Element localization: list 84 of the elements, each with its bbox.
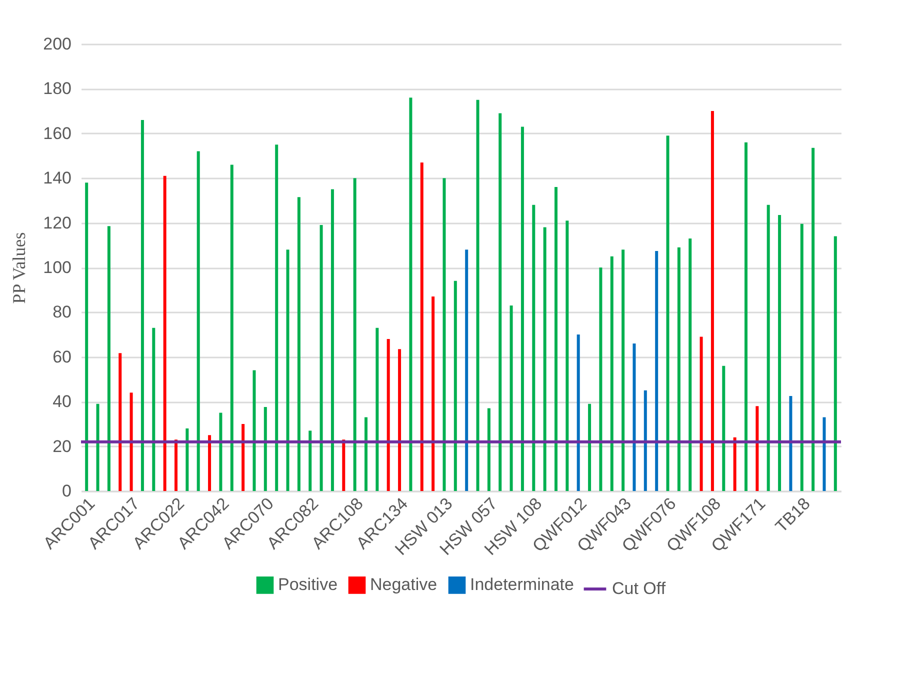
bar	[252, 370, 256, 491]
bar	[834, 236, 837, 491]
bar	[409, 98, 412, 491]
bar	[454, 280, 457, 491]
bar	[118, 353, 122, 491]
y-tick-label: 20	[52, 436, 72, 456]
bar	[520, 126, 524, 491]
bar	[710, 111, 714, 491]
bar	[152, 328, 156, 491]
bar	[264, 406, 267, 491]
y-tick-label: 180	[43, 79, 72, 98]
legend-label: Negative	[370, 575, 438, 594]
bar	[543, 227, 546, 491]
legend-label: Positive	[278, 575, 338, 594]
bar	[442, 178, 446, 491]
bar	[85, 182, 88, 491]
bar	[465, 250, 468, 491]
bar	[163, 176, 166, 491]
bar	[566, 220, 569, 491]
bar	[420, 162, 424, 491]
bar	[286, 250, 290, 491]
bar	[342, 440, 346, 491]
bar	[96, 404, 100, 491]
bar	[476, 100, 480, 491]
y-tick-label: 200	[43, 34, 72, 54]
y-tick-label: 60	[52, 347, 72, 366]
bar	[130, 392, 133, 491]
bar	[733, 437, 736, 491]
legend-label: Cut Off	[612, 579, 666, 598]
bar	[778, 214, 782, 491]
bar	[320, 225, 323, 491]
bar	[532, 204, 536, 491]
bar	[588, 404, 592, 491]
bar	[688, 238, 692, 491]
bar	[812, 148, 815, 491]
bar	[666, 136, 670, 491]
bar	[744, 142, 748, 491]
bar	[644, 390, 647, 491]
bar	[487, 408, 490, 491]
legend-label: Indeterminate	[470, 575, 574, 594]
bar	[510, 305, 513, 491]
bar	[330, 189, 334, 491]
bar	[610, 256, 614, 491]
y-tick-label: 80	[52, 302, 72, 322]
bar	[219, 412, 222, 491]
y-tick-label: 0	[62, 482, 72, 500]
bar	[498, 113, 502, 491]
bar	[677, 247, 680, 491]
y-tick-label: 100	[43, 258, 72, 277]
bar	[800, 224, 804, 491]
bar	[554, 187, 558, 491]
bar	[140, 120, 144, 491]
bar	[822, 417, 826, 491]
y-axis-title: PP Values	[9, 232, 30, 304]
bar	[107, 226, 110, 491]
y-tick-label: 40	[52, 392, 72, 412]
bar	[432, 296, 435, 491]
bar	[700, 336, 703, 491]
bar	[353, 178, 356, 491]
bar	[632, 343, 636, 491]
bar	[297, 197, 300, 491]
bar	[398, 349, 402, 491]
bar	[242, 424, 245, 491]
bar	[174, 440, 178, 491]
bar	[789, 396, 792, 491]
bar	[196, 151, 200, 491]
bar	[208, 435, 212, 491]
bar	[275, 144, 278, 491]
bar	[766, 204, 770, 491]
bar	[364, 417, 368, 491]
bar	[622, 250, 625, 491]
bar	[756, 406, 759, 491]
bar	[655, 250, 658, 491]
bar	[186, 428, 189, 491]
bar	[576, 334, 580, 491]
bar	[376, 328, 379, 491]
bar	[722, 366, 726, 491]
y-tick-label: 120	[43, 213, 72, 232]
y-tick-label: 140	[43, 168, 72, 188]
bar	[230, 164, 234, 491]
bar	[308, 430, 312, 491]
y-tick-label: 160	[43, 124, 72, 143]
bar	[386, 339, 390, 491]
bar	[599, 268, 602, 491]
